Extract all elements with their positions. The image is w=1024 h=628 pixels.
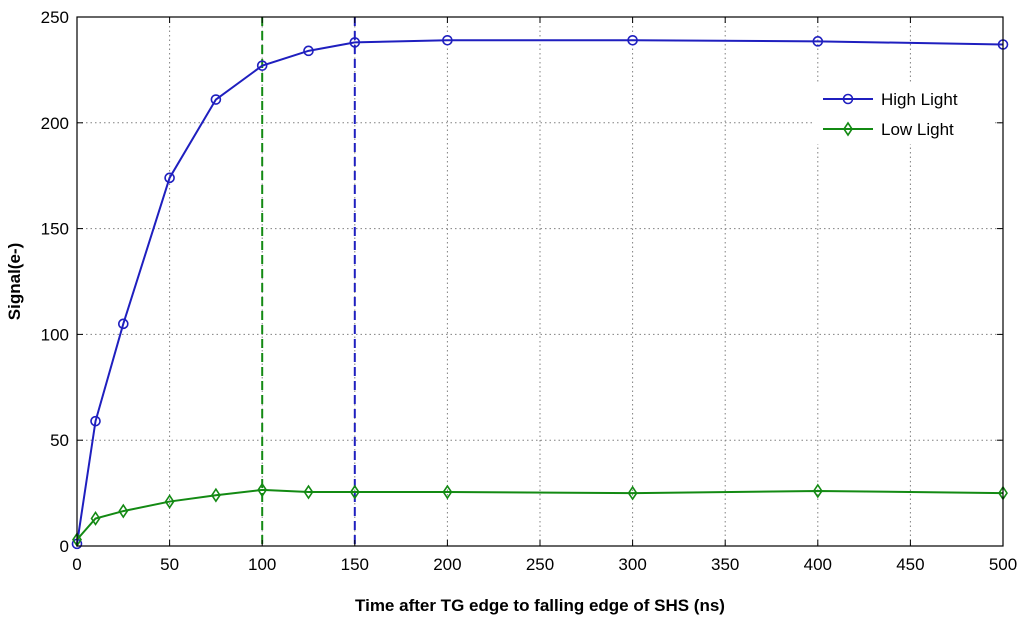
- x-tick-label: 0: [72, 555, 81, 574]
- y-tick-label: 100: [41, 325, 69, 344]
- data-point-low-light: [210, 487, 221, 503]
- x-tick-label: 200: [433, 555, 461, 574]
- data-point-high-light: [627, 34, 638, 46]
- data-point-high-light: [442, 34, 453, 46]
- legend: High Light Low Light: [815, 82, 995, 144]
- y-tick-label: 250: [41, 8, 69, 27]
- x-tick-label: 100: [248, 555, 276, 574]
- y-axis-title: Signal(e-): [5, 243, 24, 320]
- tick-labels: 0 50 100 150 200 250 300 350 400 450 500 0 50 100 150 2…: [41, 8, 1018, 574]
- legend-marker-shape: [843, 121, 853, 137]
- data-point-high-light: [812, 36, 824, 47]
- data-point-low-light: [257, 482, 268, 498]
- x-tick-label: 150: [341, 555, 369, 574]
- x-tick-label: 500: [989, 555, 1017, 574]
- legend-box: [815, 82, 995, 144]
- y-tick-label: 0: [60, 537, 69, 556]
- x-tick-label: 450: [896, 555, 924, 574]
- series-line-low-light: [76, 488, 1004, 541]
- series-line-high-light: [76, 39, 1004, 545]
- series-low-light: [72, 482, 1008, 548]
- x-axis-title: Time after TG edge to falling edge of SH…: [355, 596, 725, 615]
- y-tick-label: 200: [41, 114, 69, 133]
- x-tick-label: 300: [618, 555, 646, 574]
- data-point-high-light: [90, 415, 101, 427]
- legend-item-high-light: High Light: [823, 90, 958, 109]
- y-tick-label: 50: [50, 431, 69, 450]
- data-point-low-light: [349, 484, 360, 500]
- legend-label-high-light: High Light: [881, 90, 958, 109]
- data-point-high-light: [303, 45, 314, 57]
- series-high-light: [71, 34, 1009, 550]
- grid: [77, 17, 1003, 546]
- legend-item-low-light: Low Light: [823, 120, 954, 139]
- y-tick-label: 150: [41, 220, 69, 239]
- series: [71, 34, 1009, 550]
- data-point-low-light: [442, 484, 453, 500]
- data-point-high-light: [349, 37, 361, 48]
- data-point-low-light: [118, 503, 129, 519]
- x-tick-label: 400: [804, 555, 832, 574]
- data-point-low-light: [90, 511, 101, 526]
- data-point-high-light: [210, 94, 222, 105]
- data-point-low-light: [627, 485, 638, 501]
- data-point-low-light: [164, 494, 175, 510]
- data-point-low-light: [812, 483, 823, 499]
- data-point-high-light: [118, 318, 129, 330]
- reference-lines: [261, 17, 356, 546]
- x-tick-label: 350: [711, 555, 739, 574]
- data-point-low-light: [303, 484, 314, 500]
- legend-marker-low-light: [843, 121, 853, 137]
- data-point-high-light: [256, 60, 268, 71]
- legend-marker-shape: [842, 93, 854, 105]
- legend-label-low-light: Low Light: [881, 120, 954, 139]
- data-point-high-light: [164, 172, 175, 184]
- legend-marker-high-light: [842, 93, 854, 105]
- x-tick-label: 50: [160, 555, 179, 574]
- x-tick-label: 250: [526, 555, 554, 574]
